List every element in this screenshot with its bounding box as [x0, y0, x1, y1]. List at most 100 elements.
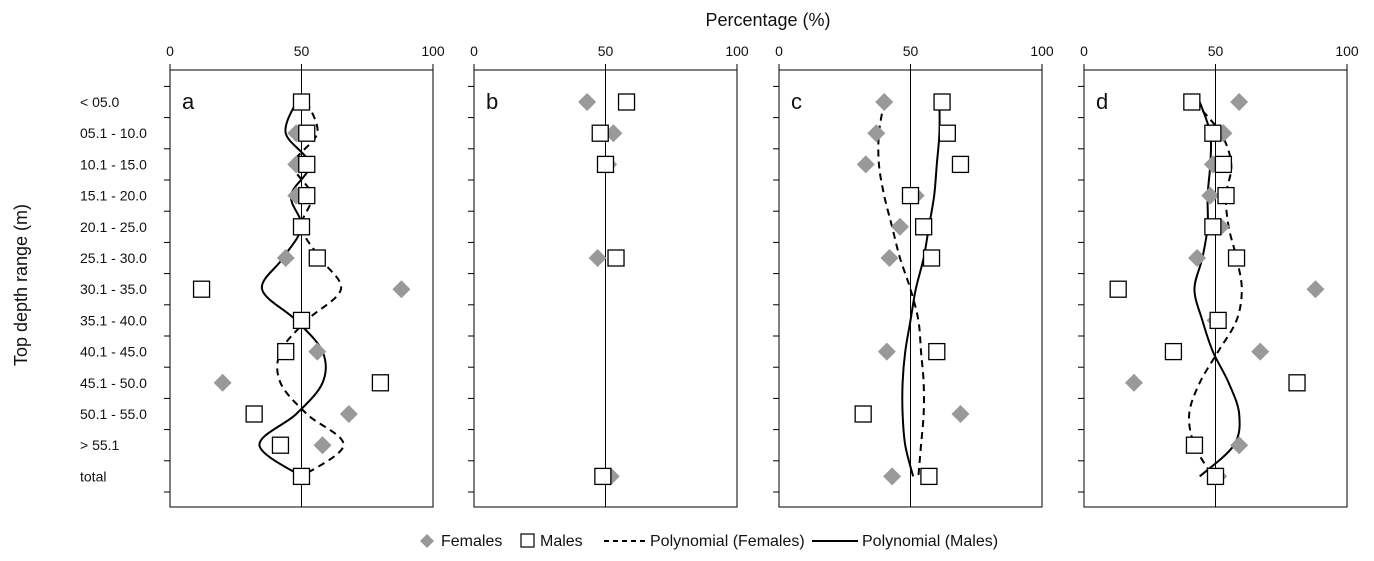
legend: Females Males Polynomial (Females) Polynomi…	[420, 533, 998, 550]
legend-diamond-icon	[420, 534, 434, 548]
point-males	[277, 342, 295, 361]
point-males	[298, 186, 316, 205]
point-males	[298, 155, 316, 174]
point-males	[1217, 186, 1235, 205]
y-tick-label: total	[80, 468, 106, 484]
point-males	[1109, 280, 1127, 298]
y-tick-label: 10.1 - 15.0	[80, 156, 147, 172]
point-females	[880, 249, 899, 267]
y-tick-label: > 55.1	[80, 437, 120, 453]
y-tick-label: 05.1 - 10.0	[80, 125, 147, 141]
x-tick-label: 0	[166, 43, 174, 59]
point-females	[1188, 249, 1207, 267]
point-males	[1288, 374, 1306, 392]
x-tick-label: 0	[775, 43, 783, 59]
y-tick-label: 35.1 - 40.0	[80, 312, 147, 328]
y-tick-label: 20.1 - 25.0	[80, 219, 147, 235]
point-females	[339, 405, 358, 423]
point-females	[578, 93, 597, 111]
legend-females-label: Females	[441, 533, 502, 550]
panel-label: b	[486, 89, 498, 114]
point-males	[1164, 342, 1183, 361]
point-females	[213, 373, 232, 392]
point-males	[938, 124, 956, 142]
point-males	[192, 280, 211, 298]
point-males	[920, 467, 938, 486]
point-females	[883, 467, 902, 486]
point-males	[1227, 249, 1246, 267]
legend-square-icon	[520, 533, 535, 548]
point-males	[292, 93, 311, 111]
point-males	[596, 155, 615, 174]
trend-line-males	[901, 101, 941, 477]
point-males	[308, 249, 326, 267]
point-males	[1204, 124, 1222, 142]
point-males	[901, 186, 920, 205]
point-males	[1209, 311, 1227, 330]
x-tick-label: 100	[1335, 43, 1359, 59]
trend-line-females	[877, 101, 925, 477]
point-males	[245, 405, 263, 423]
y-tick-label: 15.1 - 20.0	[80, 188, 147, 204]
x-tick-label: 100	[421, 43, 445, 59]
point-females	[875, 93, 894, 111]
point-males	[928, 342, 946, 361]
x-tick-label: 0	[1080, 43, 1088, 59]
legend-poly-females-label: Polynomial (Females)	[650, 533, 805, 550]
point-males	[1183, 93, 1201, 111]
point-males	[594, 467, 612, 486]
point-females	[308, 342, 327, 361]
x-tick-label: 100	[725, 43, 749, 59]
point-males	[854, 405, 872, 423]
legend-poly-males-label: Polynomial (Males)	[862, 533, 998, 550]
x-tick-label: 50	[1208, 43, 1224, 59]
point-males	[1204, 218, 1222, 236]
point-females	[877, 342, 896, 361]
point-males	[271, 436, 290, 454]
point-males	[292, 467, 311, 486]
y-tick-label: 30.1 - 35.0	[80, 281, 147, 297]
point-females	[856, 155, 875, 174]
point-females	[276, 249, 295, 267]
x-tick-label: 50	[903, 43, 919, 59]
point-females	[951, 405, 970, 423]
point-females	[1230, 93, 1249, 111]
panels: 0 50 100 < 05.0 05.1 - 10.0 10.1 - 15.0 15.1 -…	[80, 43, 1359, 508]
point-females	[1251, 342, 1270, 361]
point-males	[298, 124, 316, 142]
y-tick-label: 40.1 - 45.0	[80, 344, 147, 360]
x-tick-label: 100	[1030, 43, 1054, 59]
point-males	[933, 93, 951, 111]
point-females	[1306, 280, 1325, 299]
point-males	[922, 249, 941, 267]
point-males	[915, 218, 933, 236]
legend-males-label: Males	[540, 533, 583, 550]
y-tick-label: 25.1 - 30.0	[80, 250, 147, 266]
point-females	[588, 249, 607, 267]
point-males	[292, 218, 311, 236]
point-females	[313, 436, 332, 455]
point-males	[591, 124, 609, 142]
point-males	[371, 374, 390, 392]
point-males	[1214, 155, 1233, 174]
point-males	[607, 249, 625, 267]
point-females	[1201, 186, 1220, 205]
x-axis-title: Percentage (%)	[705, 10, 830, 30]
y-tick-label: < 05.0	[80, 94, 120, 110]
y-axis-title: Top depth range (m)	[11, 204, 31, 366]
x-tick-label: 50	[294, 43, 310, 59]
panel-label: d	[1096, 89, 1108, 114]
panel-b: 0 50 100 b	[468, 43, 749, 508]
panel-label: a	[182, 89, 195, 114]
point-males	[617, 93, 636, 111]
x-tick-label: 50	[598, 43, 614, 59]
x-tick-label: 0	[470, 43, 478, 59]
point-females	[1124, 373, 1143, 392]
point-females	[890, 217, 909, 236]
point-males	[1206, 467, 1225, 486]
point-females	[604, 124, 623, 143]
y-tick-label: 45.1 - 50.0	[80, 375, 147, 391]
panel-label: c	[791, 89, 802, 114]
